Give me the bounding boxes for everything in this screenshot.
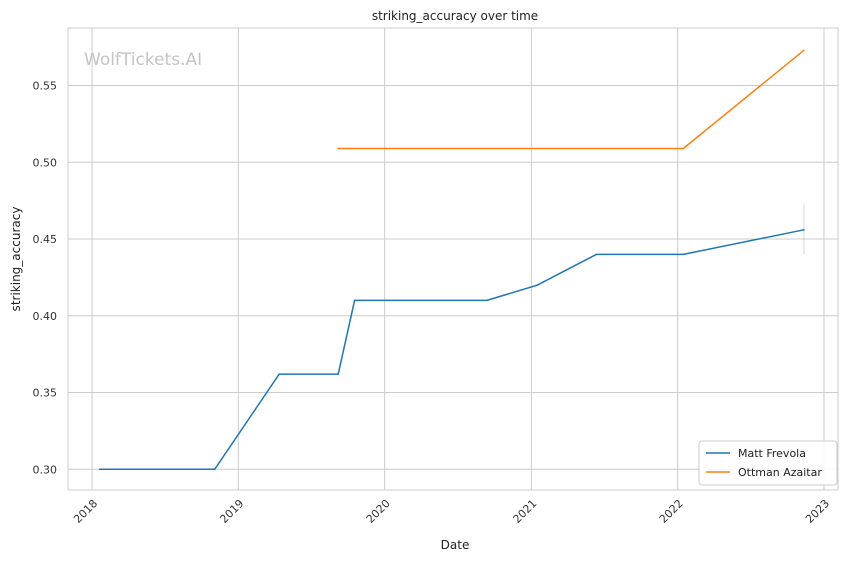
data-point: [595, 253, 598, 256]
data-point: [213, 468, 216, 471]
y-ticks: 0.30 0.35 0.40 0.45 0.50 0.55: [33, 80, 58, 477]
data-point: [337, 373, 339, 375]
legend-label-matt-frevola: Matt Frevola: [738, 447, 806, 460]
data-point: [803, 49, 805, 52]
y-tick-label: 0.50: [33, 156, 58, 169]
legend-box: [698, 440, 838, 486]
series-ottman-azaitar: [337, 49, 805, 150]
y-tick-label: 0.40: [33, 310, 58, 323]
y-tick-label: 0.45: [33, 233, 58, 246]
data-point: [803, 229, 805, 231]
series-line: [99, 229, 805, 471]
data-point: [98, 468, 101, 471]
x-axis-title: Date: [441, 538, 470, 552]
data-point: [337, 147, 339, 150]
data-point: [682, 253, 685, 256]
data-point: [278, 373, 281, 375]
legend-label-ottman-azaitar: Ottman Azaitar: [738, 466, 822, 479]
y-tick-label: 0.35: [33, 387, 58, 400]
plot-frame: [67, 27, 839, 491]
y-tick-label: 0.30: [33, 463, 58, 476]
chart-title: striking_accuracy over time: [372, 9, 538, 23]
series-matt-frevola: [98, 203, 805, 471]
data-point: [682, 147, 685, 150]
legend: Matt Frevola Ottman Azaitar: [698, 440, 838, 486]
y-tick-label: 0.55: [33, 80, 58, 93]
series-layer: [98, 49, 805, 471]
data-point: [536, 284, 539, 286]
data-point: [353, 299, 356, 302]
y-axis-title: striking_accuracy: [9, 207, 23, 312]
watermark: WolfTickets.AI: [84, 50, 202, 70]
data-point: [486, 299, 488, 302]
